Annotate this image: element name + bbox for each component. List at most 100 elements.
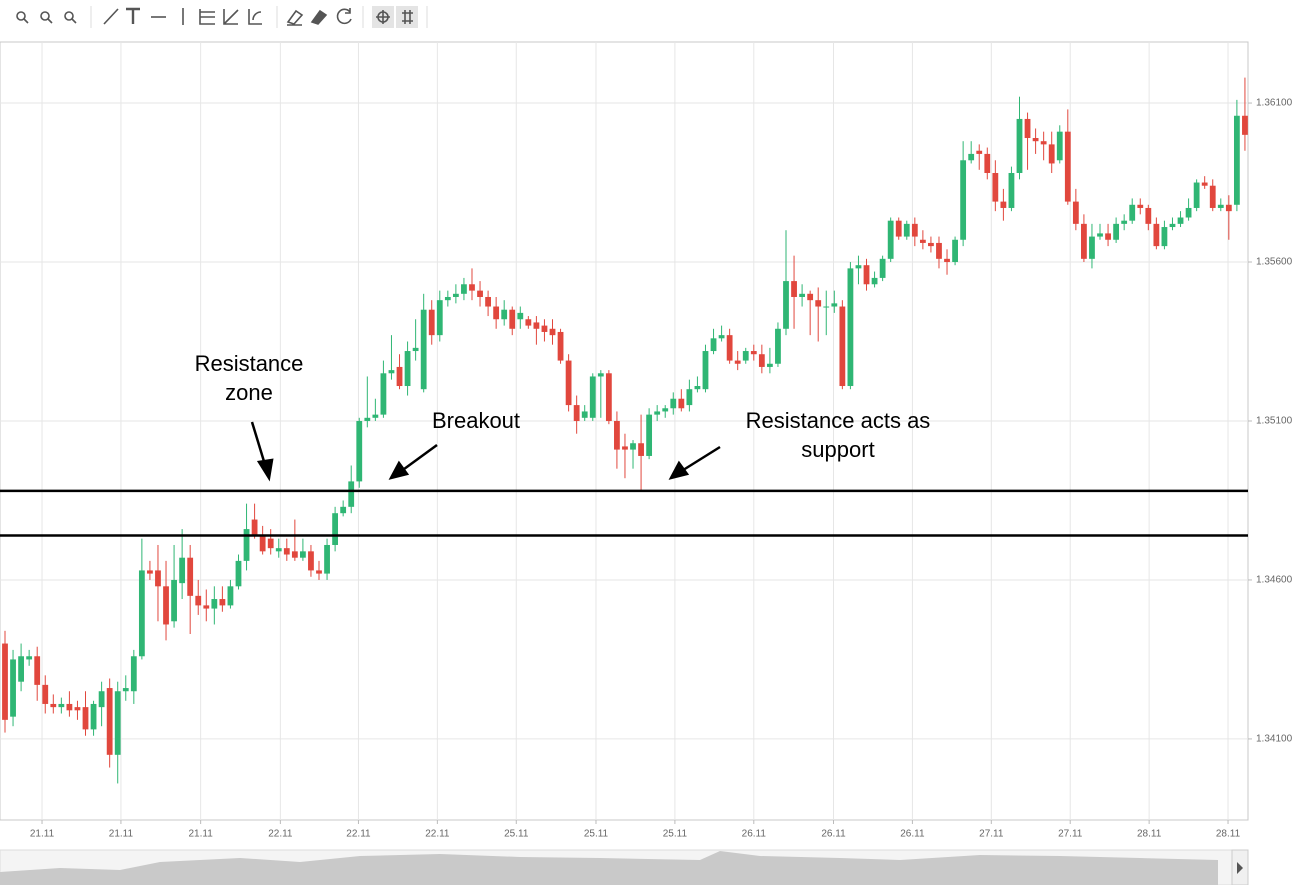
candle-body — [879, 258, 886, 278]
candle-body — [630, 443, 636, 450]
candle-body — [436, 300, 443, 336]
annotation: zone — [225, 380, 273, 405]
zoom-tools[interactable] — [16, 11, 77, 24]
candle-body — [549, 328, 556, 336]
candle-body — [1145, 207, 1152, 224]
candle-body — [742, 351, 749, 361]
candle-body — [1081, 223, 1087, 259]
candle-body — [605, 373, 612, 421]
candle-body — [26, 656, 33, 660]
y-tick-label: 1.34600 — [1256, 575, 1293, 586]
candle-body — [1032, 138, 1039, 142]
x-tick-label: 25.11 — [663, 829, 688, 840]
candle-body — [18, 656, 24, 682]
candle-body — [710, 338, 717, 352]
candle-body — [420, 309, 427, 390]
candle-body — [766, 363, 773, 367]
candle-body — [944, 258, 950, 263]
arrowhead — [668, 460, 690, 480]
candle-body — [968, 153, 975, 161]
candle-body — [1105, 233, 1111, 240]
candle-body — [903, 223, 910, 237]
x-tick-label: 22.11 — [425, 829, 450, 840]
candle-body — [485, 296, 491, 307]
candle-body — [622, 446, 628, 450]
candle-body — [98, 691, 105, 708]
navigator — [0, 849, 1249, 885]
candle-body — [308, 551, 314, 571]
candle-body — [356, 420, 363, 482]
candle-body — [219, 599, 226, 606]
candle-body — [702, 351, 709, 390]
candle-body — [638, 443, 644, 456]
candle-body — [227, 586, 234, 606]
x-tick-label: 27.11 — [979, 829, 1004, 840]
candle-body — [1121, 220, 1128, 224]
candles — [0, 77, 1248, 784]
candle-body — [163, 586, 169, 625]
candle-body — [372, 414, 379, 418]
candle-body — [348, 481, 355, 507]
candle-body — [928, 242, 934, 247]
candle-body — [589, 376, 596, 418]
candle-body — [316, 570, 322, 574]
candle-body — [10, 659, 16, 717]
candle-body — [565, 360, 572, 406]
candle-body — [815, 300, 822, 307]
x-tick-label: 28.11 — [1137, 829, 1162, 840]
candle-body — [936, 242, 942, 259]
candle-body — [1169, 223, 1176, 228]
candle-body — [138, 570, 145, 657]
edit-tools[interactable] — [286, 8, 352, 26]
candle-body — [404, 351, 411, 387]
candle-body — [501, 309, 508, 320]
arrow — [399, 443, 438, 474]
candle-body — [155, 570, 161, 587]
candle-body — [887, 220, 894, 259]
candle-body — [1217, 204, 1224, 208]
candle-body — [1201, 182, 1208, 186]
candle-body — [493, 306, 500, 320]
grid-btn[interactable] — [396, 6, 418, 28]
candle-body — [461, 284, 467, 294]
candle-body — [1089, 236, 1095, 259]
candle-body — [783, 281, 789, 329]
candle-body — [976, 150, 983, 154]
candle-body — [517, 312, 524, 320]
candle-body — [203, 605, 210, 609]
candle-body — [871, 277, 878, 285]
x-tick-label: 26.11 — [900, 829, 925, 840]
candle-body — [1072, 201, 1079, 224]
candle-body — [863, 265, 870, 285]
candle-body — [791, 281, 797, 297]
candle-body — [477, 290, 483, 297]
candle-body — [855, 265, 862, 269]
candle-body — [541, 325, 548, 332]
candle-body — [1129, 204, 1136, 221]
candle-body — [960, 160, 967, 240]
navigator-series — [0, 851, 1218, 885]
candle-body — [646, 414, 653, 456]
candle-body — [195, 595, 202, 606]
candle-body — [66, 703, 73, 711]
candle-body — [259, 535, 266, 552]
candle-body — [1225, 204, 1232, 212]
candle-body — [1242, 115, 1248, 135]
candle-body — [992, 172, 999, 202]
scroll-arrow — [1237, 862, 1243, 874]
plot-frame — [0, 41, 1249, 821]
candle-body — [1161, 227, 1168, 247]
x-tick-label: 22.11 — [346, 829, 371, 840]
draw-tools[interactable] — [103, 7, 262, 25]
candle-body — [267, 538, 274, 549]
candle-body — [654, 411, 661, 415]
candle-body — [42, 684, 49, 704]
candle-body — [211, 599, 218, 609]
candle-body — [469, 284, 475, 291]
candle-body — [911, 223, 918, 237]
candle-body — [58, 703, 65, 708]
candle-body — [895, 220, 902, 237]
candle-body — [533, 322, 540, 329]
